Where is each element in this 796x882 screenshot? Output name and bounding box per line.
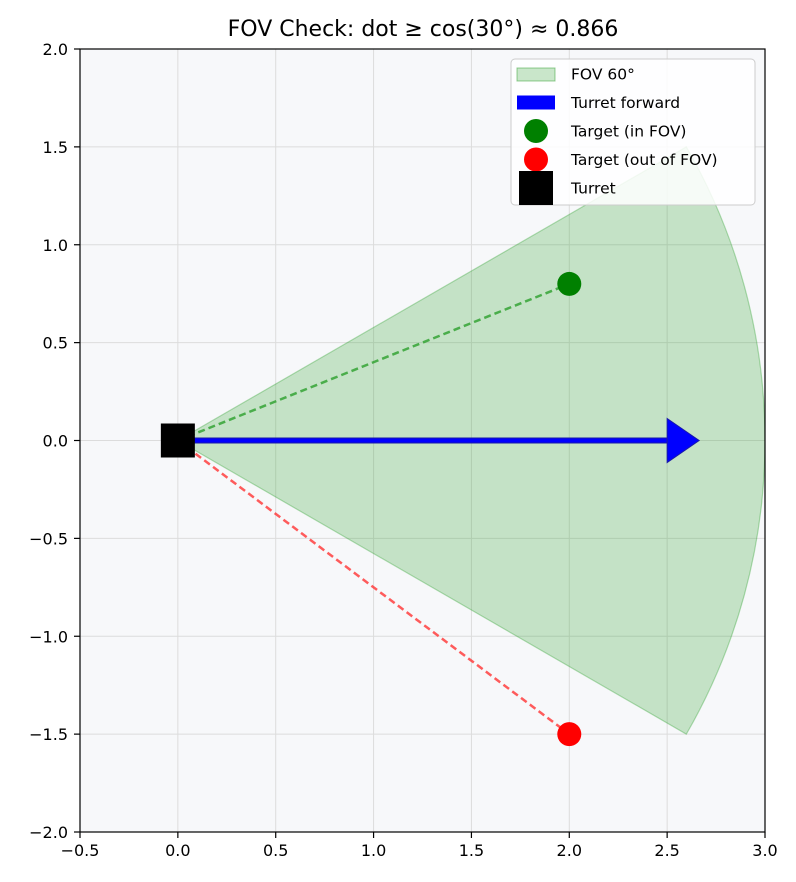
legend-box	[510, 58, 756, 206]
target-line-0	[177, 282, 570, 442]
legend-handle-target-3	[524, 147, 548, 172]
x-tick-label-0: −0.5	[61, 841, 100, 860]
turret-forward-arrow-shaft	[177, 437, 668, 444]
x-tick-label-6: 2.5	[654, 841, 679, 860]
target-line-1	[177, 439, 571, 736]
axis-ticks: −0.5 0.0 0.5 1.0 1.5 2.0 2.5 3.0 −2.0 −1.5 −1.0 −0.…	[29, 40, 778, 860]
x-tick-label-4: 1.5	[459, 841, 484, 860]
y-tick-label-0: −2.0	[29, 823, 68, 842]
y-tick-label-3: −0.5	[29, 529, 68, 548]
clipped-content	[160, 146, 765, 747]
chart-title: FOV Check: dot ≥ cos(30°) ≈ 0.866	[228, 17, 619, 42]
legend-label-4: Turret	[570, 180, 616, 198]
legend-handle-turret	[519, 171, 553, 205]
legend-label-0: FOV 60°	[571, 66, 635, 84]
x-tick-label-5: 2.0	[557, 841, 582, 860]
x-tick-label-2: 0.5	[263, 841, 288, 860]
target-point-0	[557, 271, 582, 296]
legend-handle-target-2	[524, 119, 548, 143]
legend-label-3: Target (out of FOV)	[570, 151, 718, 169]
legend: FOV 60° Turret forward Target (in FOV) Targ…	[510, 58, 756, 206]
y-tick-label-8: 2.0	[43, 40, 68, 59]
x-tick-label-1: 0.0	[165, 841, 190, 860]
legend-label-2: Target (in FOV)	[570, 123, 686, 141]
x-tick-label-3: 1.0	[361, 841, 386, 860]
turret-forward-arrow-head	[666, 417, 701, 464]
legend-handle-fov	[516, 67, 556, 82]
y-tick-label-5: 0.5	[43, 334, 68, 353]
target-point-1	[557, 722, 582, 747]
x-tick-label-7: 3.0	[752, 841, 777, 860]
y-tick-label-2: −1.0	[29, 627, 68, 646]
legend-handle-arrow	[517, 95, 555, 110]
y-tick-label-7: 1.5	[43, 138, 68, 157]
y-tick-label-4: 0.0	[43, 432, 68, 451]
y-tick-label-1: −1.5	[29, 725, 68, 744]
legend-label-1: Turret forward	[570, 94, 680, 112]
y-tick-label-6: 1.0	[43, 236, 68, 255]
turret-marker	[160, 423, 195, 458]
